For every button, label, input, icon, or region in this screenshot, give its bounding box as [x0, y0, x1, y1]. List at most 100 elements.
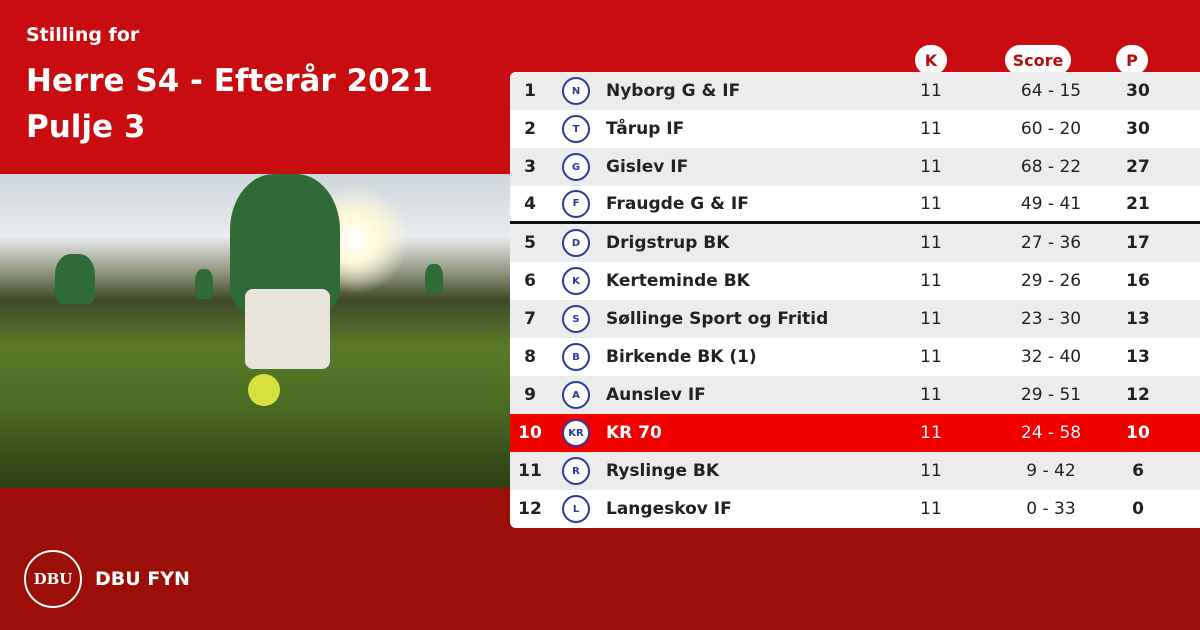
title-line-1: Herre S4 - Efterår 2021 — [26, 63, 433, 99]
matches-played: 11 — [920, 423, 942, 443]
goal-score: 24 - 58 — [1020, 423, 1082, 443]
table-row: 8 B Birkende BK (1) 11 32 - 40 13 — [510, 338, 1200, 376]
player-figure — [195, 269, 213, 299]
football — [248, 374, 280, 406]
points: 27 — [1126, 157, 1150, 177]
team-logo-icon: R — [562, 457, 590, 485]
matches-played: 11 — [920, 347, 942, 367]
position: 8 — [524, 347, 536, 367]
goal-score: 60 - 20 — [1020, 119, 1082, 139]
column-header-score: Score — [1005, 45, 1071, 75]
position: 1 — [524, 81, 536, 101]
matches-played: 11 — [920, 81, 942, 101]
matches-played: 11 — [920, 193, 942, 214]
table-row: 4 F Fraugde G & IF 11 49 - 41 21 — [510, 186, 1200, 224]
team-logo-icon: S — [562, 305, 590, 333]
page-title: Herre S4 - Efterår 2021 Pulje 3 — [26, 58, 433, 150]
team-logo-icon: K — [562, 267, 590, 295]
table-row: 10 KR KR 70 11 24 - 58 10 — [510, 414, 1200, 452]
team-name: Fraugde G & IF — [606, 193, 749, 214]
brand-name: DBU FYN — [95, 568, 190, 590]
team-logo-icon: B — [562, 343, 590, 371]
table-row: 9 A Aunslev IF 11 29 - 51 12 — [510, 376, 1200, 414]
points: 13 — [1126, 347, 1150, 367]
points: 17 — [1126, 233, 1150, 253]
matches-played: 11 — [920, 309, 942, 329]
team-name: Tårup IF — [606, 119, 685, 139]
matches-played: 11 — [920, 271, 942, 291]
position: 7 — [524, 309, 536, 329]
position: 9 — [524, 385, 536, 405]
points: 10 — [1126, 423, 1150, 443]
team-name: Aunslev IF — [606, 385, 706, 405]
goal-score: 49 - 41 — [1020, 193, 1082, 214]
goal-score: 23 - 30 — [1020, 309, 1082, 329]
team-name: Ryslinge BK — [606, 461, 720, 481]
matches-played: 11 — [920, 461, 942, 481]
points: 21 — [1126, 193, 1150, 214]
team-name: Birkende BK (1) — [606, 347, 757, 367]
matches-played: 11 — [920, 157, 942, 177]
team-logo-icon: G — [562, 153, 590, 181]
matches-played: 11 — [920, 119, 942, 139]
team-name: Drigstrup BK — [606, 233, 730, 253]
matches-played: 11 — [920, 385, 942, 405]
team-name: KR 70 — [606, 423, 662, 443]
points: 0 — [1132, 499, 1144, 519]
matches-played: 11 — [920, 233, 942, 253]
goal-score: 9 - 42 — [1026, 461, 1076, 481]
player-shorts — [245, 289, 330, 369]
points: 12 — [1126, 385, 1150, 405]
points: 6 — [1132, 461, 1144, 481]
goal-score: 29 - 26 — [1020, 271, 1082, 291]
table-row: 12 L Langeskov IF 11 0 - 33 0 — [510, 490, 1200, 528]
football-photo — [0, 174, 510, 488]
position: 3 — [524, 157, 536, 177]
team-name: Kerteminde BK — [606, 271, 750, 291]
position: 2 — [524, 119, 536, 139]
table-row: 6 K Kerteminde BK 11 29 - 26 16 — [510, 262, 1200, 300]
title-line-2: Pulje 3 — [26, 109, 146, 145]
table-row: 1 N Nyborg G & IF 11 64 - 15 30 — [510, 72, 1200, 110]
column-header-k: K — [915, 45, 947, 75]
goal-score: 32 - 40 — [1020, 347, 1082, 367]
goal-score: 27 - 36 — [1020, 233, 1082, 253]
position: 6 — [524, 271, 536, 291]
dbu-logo: DBU — [24, 550, 82, 608]
position: 11 — [518, 461, 542, 481]
position: 5 — [524, 233, 536, 253]
position: 12 — [518, 499, 542, 519]
team-logo-icon: KR — [562, 419, 590, 447]
team-logo-icon: L — [562, 495, 590, 523]
goal-score: 64 - 15 — [1020, 81, 1082, 101]
team-logo-icon: D — [562, 229, 590, 257]
points: 30 — [1126, 81, 1150, 101]
goal-score: 29 - 51 — [1020, 385, 1082, 405]
position: 4 — [524, 193, 536, 214]
standings-table: 1 N Nyborg G & IF 11 64 - 15 30 2 T Tårup IF 11 60… — [510, 72, 1200, 528]
table-row: 2 T Tårup IF 11 60 - 20 30 — [510, 110, 1200, 148]
table-row: 3 G Gislev IF 11 68 - 22 27 — [510, 148, 1200, 186]
goal-score: 68 - 22 — [1020, 157, 1082, 177]
points: 13 — [1126, 309, 1150, 329]
team-logo-icon: T — [562, 115, 590, 143]
team-name: Langeskov IF — [606, 499, 732, 519]
page-subtitle: Stilling for — [26, 24, 140, 46]
player-figure — [55, 254, 95, 304]
table-row: 7 S Søllinge Sport og Fritid 11 23 - 30 13 — [510, 300, 1200, 338]
team-name: Gislev IF — [606, 157, 689, 177]
points: 30 — [1126, 119, 1150, 139]
table-row: 11 R Ryslinge BK 11 9 - 42 6 — [510, 452, 1200, 490]
team-logo-icon: N — [562, 77, 590, 105]
goal-score: 0 - 33 — [1026, 499, 1076, 519]
column-header-p: P — [1116, 45, 1148, 75]
team-logo-icon: F — [562, 189, 590, 218]
player-figure — [425, 264, 443, 294]
points: 16 — [1126, 271, 1150, 291]
team-logo-icon: A — [562, 381, 590, 409]
table-row: 5 D Drigstrup BK 11 27 - 36 17 — [510, 224, 1200, 262]
position: 10 — [518, 423, 542, 443]
matches-played: 11 — [920, 499, 942, 519]
team-name: Nyborg G & IF — [606, 81, 741, 101]
team-name: Søllinge Sport og Fritid — [606, 309, 829, 329]
